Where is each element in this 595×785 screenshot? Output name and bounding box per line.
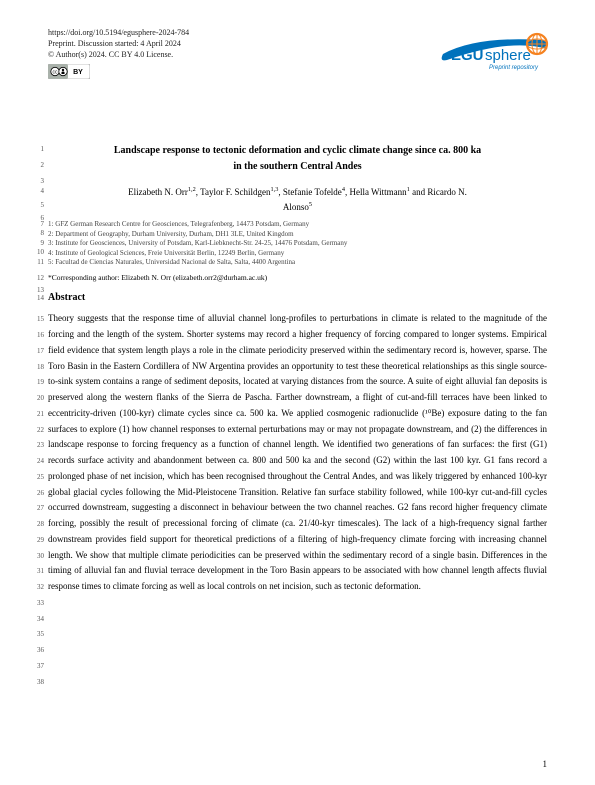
affiliation: 3: Institute for Geosciences, University…: [48, 239, 547, 248]
author: and Ricardo N.: [410, 187, 467, 197]
line-number: 4: [34, 186, 44, 197]
line-number: 23: [34, 439, 44, 451]
page-content: 1 Landscape response to tectonic deforma…: [48, 143, 547, 595]
author: Alonso: [283, 202, 309, 212]
line-number: 14: [34, 294, 44, 302]
line-number: 5: [34, 200, 44, 211]
title-line-2: in the southern Central Andes: [233, 161, 361, 172]
line-number: 32: [34, 581, 44, 593]
svg-text:sphere: sphere: [485, 47, 531, 64]
line-number: 36: [34, 644, 44, 656]
line-number: 24: [34, 455, 44, 467]
line-number: 37: [34, 660, 44, 672]
page-number: 1: [543, 759, 548, 769]
author-affil-sup: 5: [309, 201, 312, 208]
affiliation: 1: GFZ German Research Centre for Geosci…: [48, 220, 547, 229]
line-number: 27: [34, 502, 44, 514]
corresponding-text: *Corresponding author: Elizabeth N. Orr …: [48, 273, 267, 282]
line-number: 18: [34, 361, 44, 373]
egusphere-logo: EGU sphere Preprint repository: [441, 26, 551, 77]
cc-by-badge-icon: cc BY: [48, 64, 90, 79]
line-number: 12: [34, 274, 44, 282]
author: , Hella Wittmann: [345, 187, 407, 197]
abstract-text: Theory suggests that the response time o…: [48, 313, 547, 591]
line-number: 31: [34, 565, 44, 577]
author: Elizabeth N. Orr: [128, 187, 188, 197]
line-number: 19: [34, 376, 44, 388]
abstract-heading: 14 Abstract: [48, 292, 547, 303]
line-number: 38: [34, 676, 44, 688]
author: , Taylor F. Schildgen: [196, 187, 271, 197]
line-number: 11: [34, 258, 44, 267]
abstract-heading-text: Abstract: [48, 292, 85, 303]
line-number: 30: [34, 550, 44, 562]
abstract-body: 1516171819202122232425262728293031323334…: [48, 311, 547, 595]
title-line-1: Landscape response to tectonic deformati…: [114, 145, 481, 156]
line-number: 25: [34, 471, 44, 483]
affiliation: 2: Department of Geography, Durham Unive…: [48, 230, 547, 239]
affiliation: 5: Facultad de Ciencias Naturales, Unive…: [48, 258, 547, 267]
line-number: 22: [34, 424, 44, 436]
line-number: 10: [34, 248, 44, 257]
svg-text:Preprint repository: Preprint repository: [489, 65, 539, 71]
line-number: 17: [34, 345, 44, 357]
author-affil-sup: 1,2: [188, 186, 196, 193]
paper-title: 1 Landscape response to tectonic deforma…: [48, 143, 547, 175]
line-number: 35: [34, 628, 44, 640]
line-number: 8: [34, 229, 44, 238]
line-number: 29: [34, 534, 44, 546]
line-number: 1: [34, 144, 44, 155]
author: , Stefanie Tofelde: [278, 187, 341, 197]
line-number: 21: [34, 408, 44, 420]
line-number: 20: [34, 392, 44, 404]
line-number: 33: [34, 597, 44, 609]
affiliation: 4: Institute of Geological Sciences, Fre…: [48, 249, 547, 258]
affiliations: 7 1: GFZ German Research Centre for Geos…: [48, 220, 547, 267]
line-number: 34: [34, 613, 44, 625]
line-number: 2: [34, 160, 44, 171]
line-number: 15: [34, 313, 44, 325]
line-number: 28: [34, 518, 44, 530]
line-number: 26: [34, 487, 44, 499]
author-list: 4 Elizabeth N. Orr1,2, Taylor F. Schildg…: [48, 185, 547, 214]
line-number: 13: [34, 286, 44, 294]
line-number: 16: [34, 329, 44, 341]
svg-text:BY: BY: [73, 69, 83, 76]
svg-text:EGU: EGU: [451, 47, 484, 64]
corresponding-author: 12 *Corresponding author: Elizabeth N. O…: [48, 273, 547, 282]
svg-text:cc: cc: [53, 70, 59, 76]
